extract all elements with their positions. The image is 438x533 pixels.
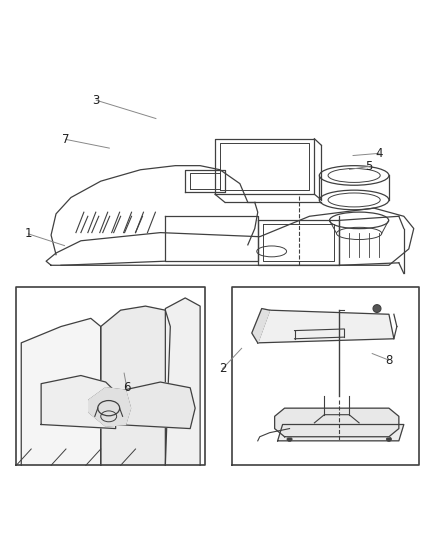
Text: 4: 4 [375,147,383,160]
Ellipse shape [287,437,292,441]
Polygon shape [101,306,170,465]
Polygon shape [89,388,131,426]
Text: 6: 6 [123,381,131,394]
Polygon shape [275,408,399,437]
Polygon shape [165,298,200,465]
Polygon shape [41,376,116,429]
Text: 7: 7 [62,133,70,146]
Text: 8: 8 [385,353,392,367]
Text: 3: 3 [92,94,100,107]
Polygon shape [278,424,404,441]
Text: 1: 1 [25,228,32,240]
Ellipse shape [386,437,392,441]
Polygon shape [21,318,101,465]
Text: 2: 2 [219,362,226,375]
Polygon shape [116,382,195,429]
Polygon shape [258,310,394,343]
Text: 5: 5 [365,160,373,173]
Polygon shape [252,309,270,343]
Ellipse shape [373,305,381,312]
